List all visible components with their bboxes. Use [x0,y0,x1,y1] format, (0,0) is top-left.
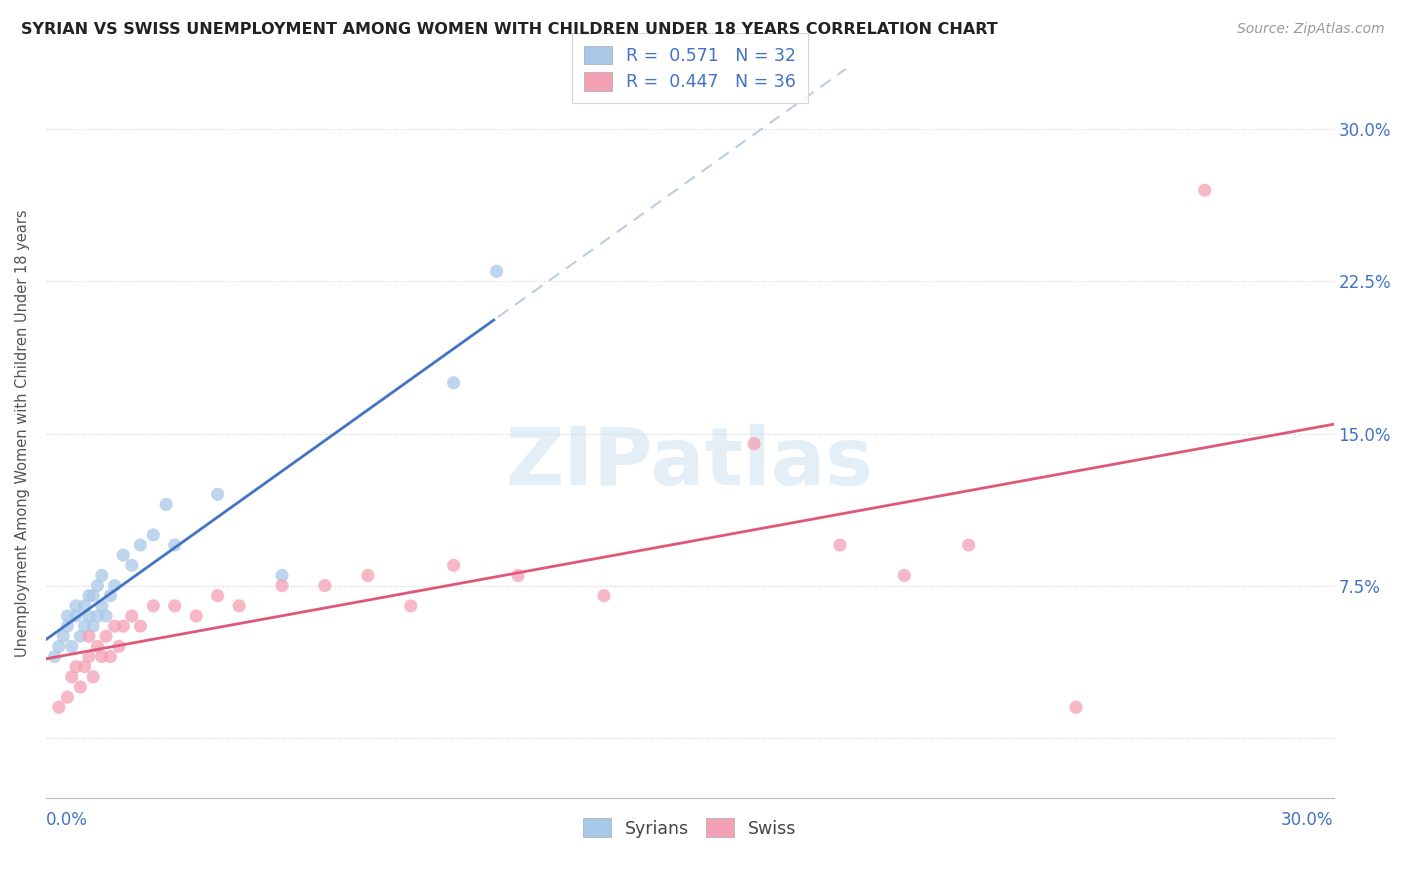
Point [56,619,79,633]
Point [94,629,117,643]
Point [957,538,980,552]
Point [1194,183,1216,197]
Text: 30.0%: 30.0% [1281,811,1333,829]
Point [60,670,83,684]
Point [73,659,96,673]
Point [56,609,79,624]
Point [593,589,616,603]
Legend: Syrians, Swiss: Syrians, Swiss [576,812,803,845]
Point [443,558,465,573]
Point [77,609,100,624]
Point [207,487,229,501]
Point [142,599,165,613]
Point [108,640,131,654]
Point [56,690,79,705]
Point [129,538,152,552]
Point [73,619,96,633]
Text: SYRIAN VS SWISS UNEMPLOYMENT AMONG WOMEN WITH CHILDREN UNDER 18 YEARS CORRELATIO: SYRIAN VS SWISS UNEMPLOYMENT AMONG WOMEN… [21,22,998,37]
Point [90,649,112,664]
Point [129,619,152,633]
Point [207,589,229,603]
Point [104,578,127,592]
Point [112,548,135,562]
Point [1064,700,1087,714]
Point [742,436,765,450]
Point [90,599,112,613]
Point [44,649,66,664]
Point [90,568,112,582]
Point [271,568,294,582]
Point [60,640,83,654]
Point [828,538,851,552]
Point [48,700,70,714]
Point [893,568,915,582]
Point [82,589,104,603]
Point [163,599,186,613]
Point [77,589,100,603]
Point [94,609,117,624]
Point [52,629,75,643]
Point [82,670,104,684]
Point [65,659,87,673]
Point [163,538,186,552]
Point [228,599,250,613]
Text: ZIPatlas: ZIPatlas [506,424,875,501]
Point [98,589,121,603]
Point [77,629,100,643]
Point [186,609,208,624]
Point [82,619,104,633]
Point [77,649,100,664]
Point [48,640,70,654]
Point [271,578,294,592]
Point [65,599,87,613]
Point [69,629,91,643]
Point [86,609,108,624]
Point [357,568,380,582]
Point [443,376,465,390]
Point [69,680,91,694]
Point [142,528,165,542]
Text: 0.0%: 0.0% [46,811,87,829]
Point [314,578,336,592]
Point [485,264,508,278]
Point [112,619,135,633]
Point [399,599,422,613]
Point [121,609,143,624]
Point [98,649,121,664]
Point [73,599,96,613]
Point [86,640,108,654]
Point [104,619,127,633]
Y-axis label: Unemployment Among Women with Children Under 18 years: Unemployment Among Women with Children U… [15,210,30,657]
Text: Source: ZipAtlas.com: Source: ZipAtlas.com [1237,22,1385,37]
Point [86,578,108,592]
Point [121,558,143,573]
Point [506,568,529,582]
Point [155,498,177,512]
Point [65,609,87,624]
